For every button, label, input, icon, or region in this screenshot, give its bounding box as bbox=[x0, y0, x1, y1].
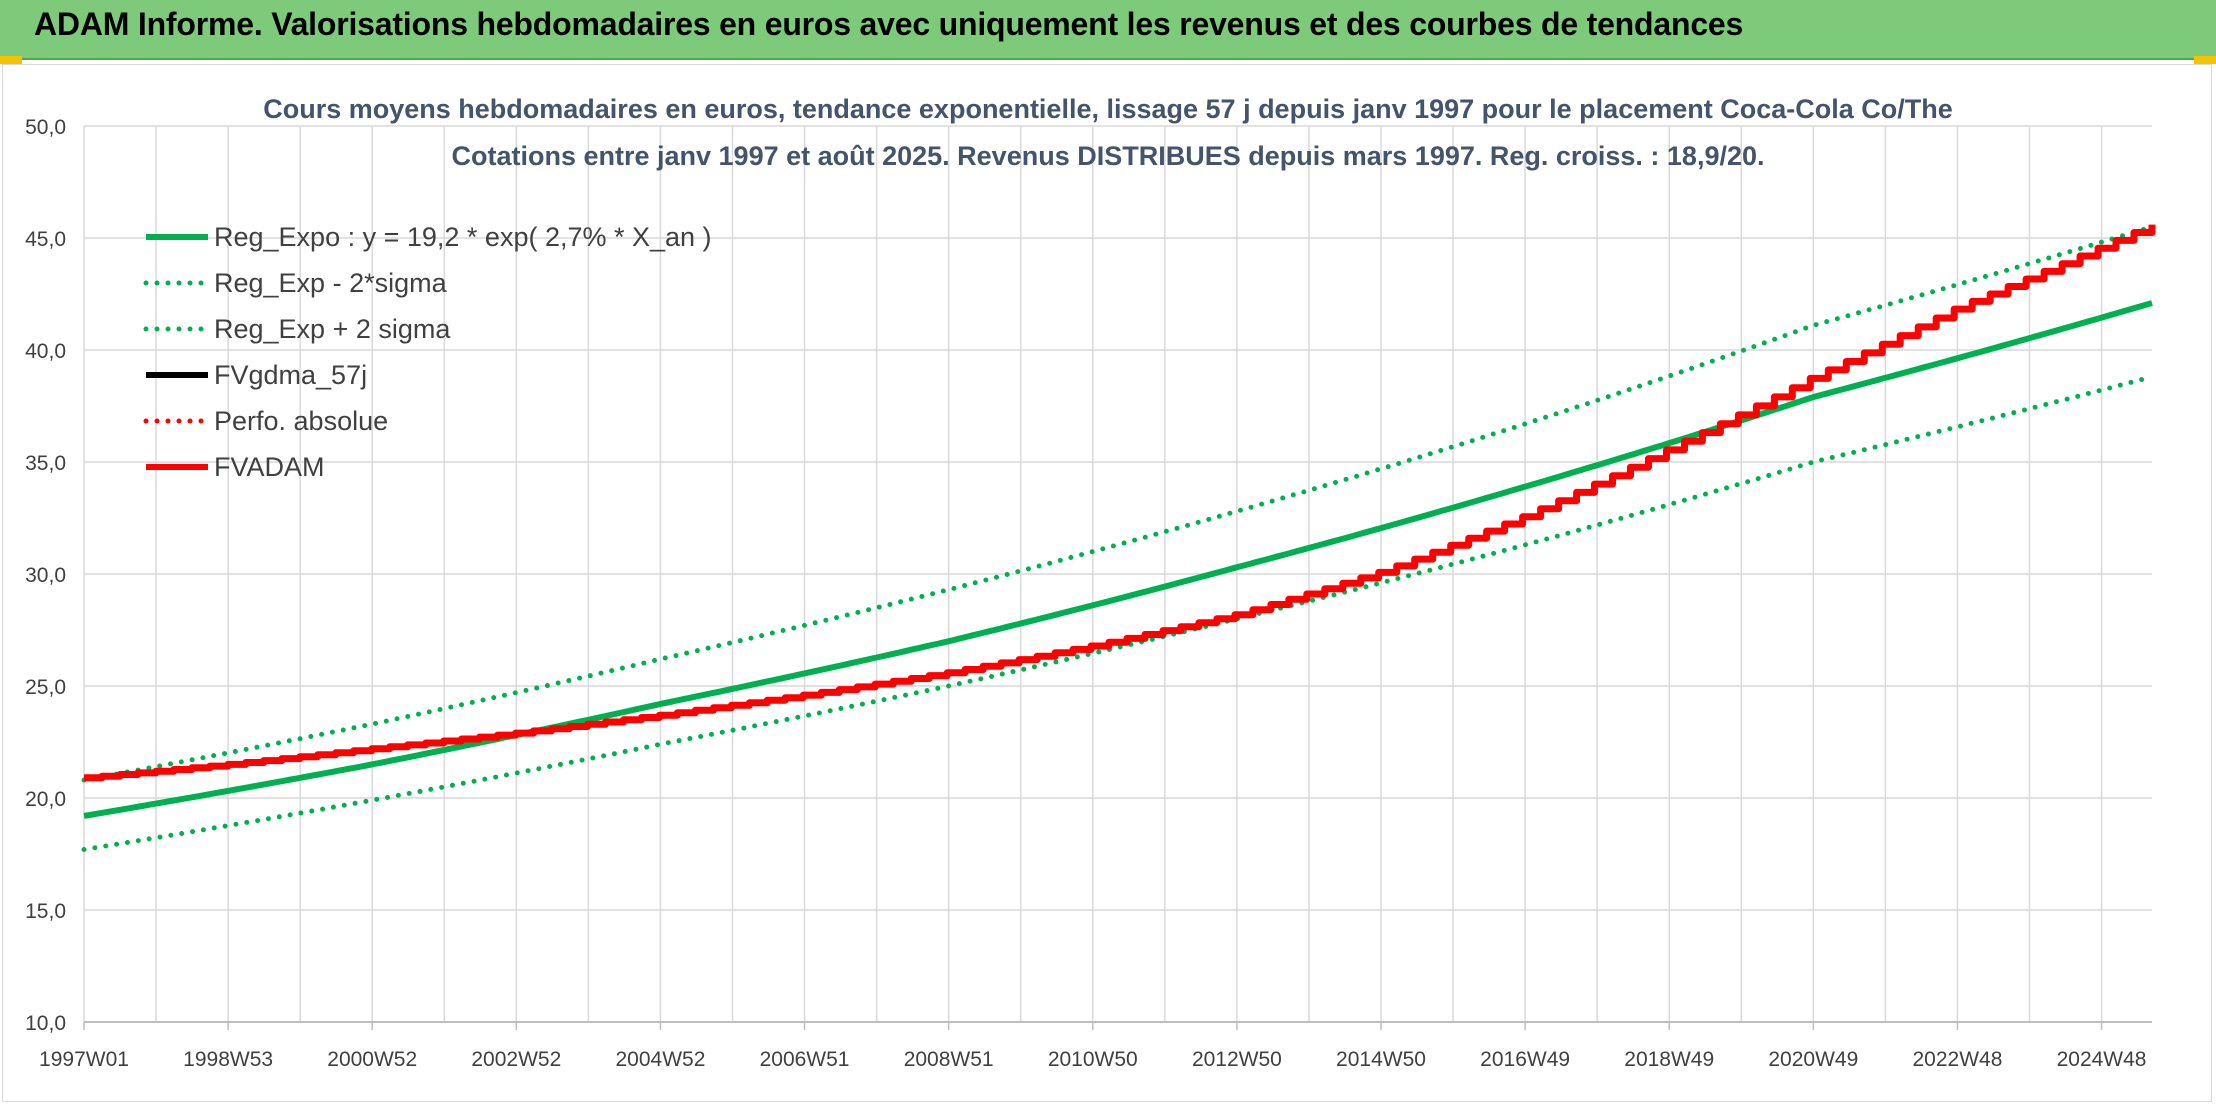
x-tick-label: 2012W50 bbox=[1192, 1048, 1282, 1071]
report-header: ADAM Informe. Valorisations hebdomadaire… bbox=[0, 0, 2216, 60]
chart-title: Cours moyens hebdomadaires en euros, ten… bbox=[263, 94, 1953, 124]
corner-marker-right bbox=[2194, 56, 2216, 64]
axes: 10,0 15,0 20,0 25,0 30,0 35,0 40,0 45,0 50,0 1997… bbox=[25, 116, 2152, 1071]
series-line-reg-exp-2-sigma bbox=[81, 224, 2155, 783]
y-tick-label: 45,0 bbox=[25, 228, 66, 251]
x-tick-label: 2004W52 bbox=[615, 1048, 705, 1071]
y-tick-label: 15,0 bbox=[25, 900, 66, 923]
x-tick-label: 2008W51 bbox=[904, 1048, 994, 1071]
legend-label: FVgdma_57j bbox=[214, 360, 367, 390]
y-tick-label: 50,0 bbox=[25, 116, 66, 139]
y-tick-label: 40,0 bbox=[25, 340, 66, 363]
legend-label: Reg_Exp + 2 sigma bbox=[214, 314, 451, 344]
legend-label: Reg_Exp - 2*sigma bbox=[214, 268, 448, 298]
x-tick-label: 2014W50 bbox=[1336, 1048, 1426, 1071]
chart-subtitle: Cotations entre janv 1997 et août 2025. … bbox=[451, 141, 1764, 171]
series-layer bbox=[81, 224, 2156, 852]
x-tick-label: 2020W49 bbox=[1768, 1048, 1858, 1071]
legend-label: Reg_Expo : y = 19,2 * exp( 2,7% * X_an ) bbox=[214, 222, 712, 252]
series-line-fvadam bbox=[84, 224, 2156, 782]
x-tick-label: 1997W01 bbox=[39, 1048, 129, 1071]
x-tick-label: 2022W48 bbox=[1912, 1048, 2002, 1071]
legend: Reg_Expo : y = 19,2 * exp( 2,7% * X_an )… bbox=[143, 222, 712, 482]
legend-label: Perfo. absolue bbox=[214, 406, 388, 436]
x-tick-label: 2018W49 bbox=[1624, 1048, 1714, 1071]
y-tick-label: 35,0 bbox=[25, 452, 66, 475]
y-tick-label: 25,0 bbox=[25, 676, 66, 699]
legend-label: FVADAM bbox=[214, 452, 325, 482]
x-tick-label: 2000W52 bbox=[327, 1048, 417, 1071]
y-tick-label: 20,0 bbox=[25, 788, 66, 811]
series-line-reg-expo-y-19-2-exp-2-7-x-an bbox=[83, 300, 2153, 819]
y-tick-label: 30,0 bbox=[25, 564, 66, 587]
x-tick-label: 2024W48 bbox=[2057, 1048, 2147, 1071]
x-tick-label: 2010W50 bbox=[1048, 1048, 1138, 1071]
x-tick-label: 2006W51 bbox=[760, 1048, 850, 1071]
chart-frame bbox=[2, 64, 2212, 1102]
grid bbox=[83, 125, 2152, 1023]
report-title: ADAM Informe. Valorisations hebdomadaire… bbox=[34, 6, 1744, 42]
x-tick-label: 2002W52 bbox=[471, 1048, 561, 1071]
y-tick-label: 10,0 bbox=[25, 1012, 66, 1035]
x-tick-label: 2016W49 bbox=[1480, 1048, 1570, 1071]
series-line-reg-exp-2-sigma bbox=[81, 374, 2155, 852]
corner-marker-left bbox=[0, 56, 22, 64]
x-tick-label: 1998W53 bbox=[183, 1048, 273, 1071]
